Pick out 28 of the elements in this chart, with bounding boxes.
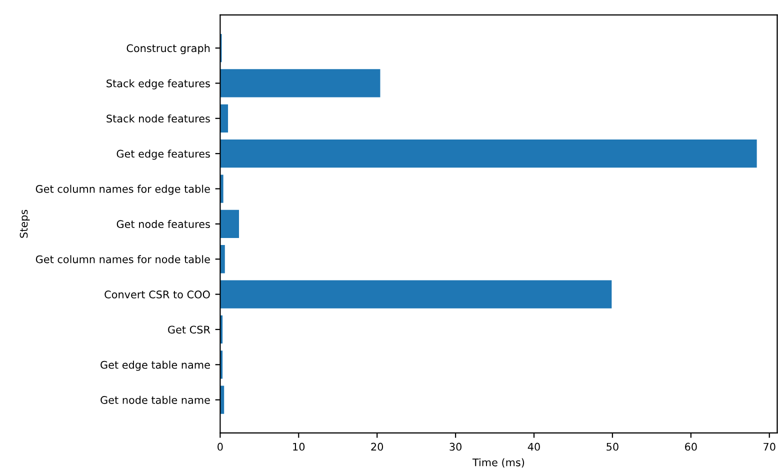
y-tick-label: Convert CSR to COO: [104, 290, 210, 298]
x-tick-label: 40: [528, 442, 540, 451]
x-axis-title: Time (ms): [472, 458, 524, 468]
y-tick-label: Get node features: [116, 220, 210, 228]
bar: [220, 174, 224, 203]
x-tick-label: 70: [764, 442, 776, 451]
bar: [220, 210, 240, 238]
y-tick-label: Get edge features: [116, 150, 210, 160]
x-tick-label: 20: [371, 442, 384, 451]
bar: [220, 104, 228, 132]
x-tick-label: 30: [450, 442, 462, 451]
bar: [220, 69, 380, 98]
y-tick-label: Construct graph: [126, 44, 210, 54]
y-tick-label: Get CSR: [168, 326, 210, 334]
x-tick-label: 60: [685, 442, 697, 451]
x-tick-label: 10: [293, 442, 305, 451]
y-tick-label: Get column names for edge table: [36, 184, 210, 195]
x-tick-label: 0: [218, 442, 223, 451]
bar: [220, 140, 757, 168]
y-tick-label: Get column names for node table: [36, 255, 210, 264]
y-axis-title: Steps: [20, 210, 30, 238]
bar: [220, 280, 612, 308]
y-tick-label: Stack node features: [106, 114, 210, 123]
y-tick-label: Stack edge features: [106, 79, 210, 90]
bar: [220, 245, 225, 274]
y-tick-label: Get node table name: [100, 396, 210, 404]
x-tick-label: 50: [606, 442, 618, 451]
y-tick-label: Get edge table name: [100, 360, 210, 371]
